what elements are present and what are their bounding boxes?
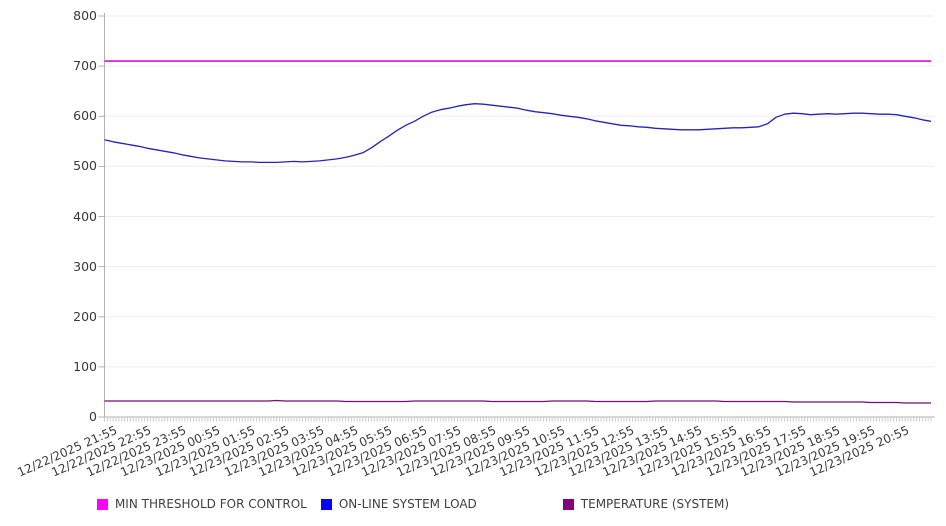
y-axis-label: 100 [73, 358, 97, 374]
series-line [104, 399, 931, 404]
y-axis-label: 600 [73, 108, 97, 124]
series-line [104, 103, 932, 164]
legend-label: ON-LINE SYSTEM LOAD [338, 497, 477, 511]
legend-label: TEMPERATURE (SYSTEM) [580, 497, 730, 511]
y-axis-label: 500 [73, 158, 97, 174]
legend-label: MIN THRESHOLD FOR CONTROL [114, 497, 307, 511]
y-axis-label: 300 [73, 258, 97, 274]
y-axis-label: 200 [73, 308, 97, 324]
y-axis-label: 700 [73, 58, 97, 74]
legend-swatch-icon [96, 498, 108, 510]
legend: MIN THRESHOLD FOR CONTROL ON-LINE SYSTEM … [0, 497, 946, 511]
legend-swatch-icon [320, 498, 332, 510]
legend-item: TEMPERATURE (SYSTEM) [562, 497, 730, 511]
legend-swatch-icon [562, 498, 574, 510]
y-axis-label: 0 [89, 409, 97, 424]
y-axis-label: 400 [73, 208, 97, 224]
y-axis-label: 800 [73, 8, 97, 23]
legend-item: MIN THRESHOLD FOR CONTROL [96, 497, 307, 511]
legend-item: ON-LINE SYSTEM LOAD [320, 497, 477, 511]
